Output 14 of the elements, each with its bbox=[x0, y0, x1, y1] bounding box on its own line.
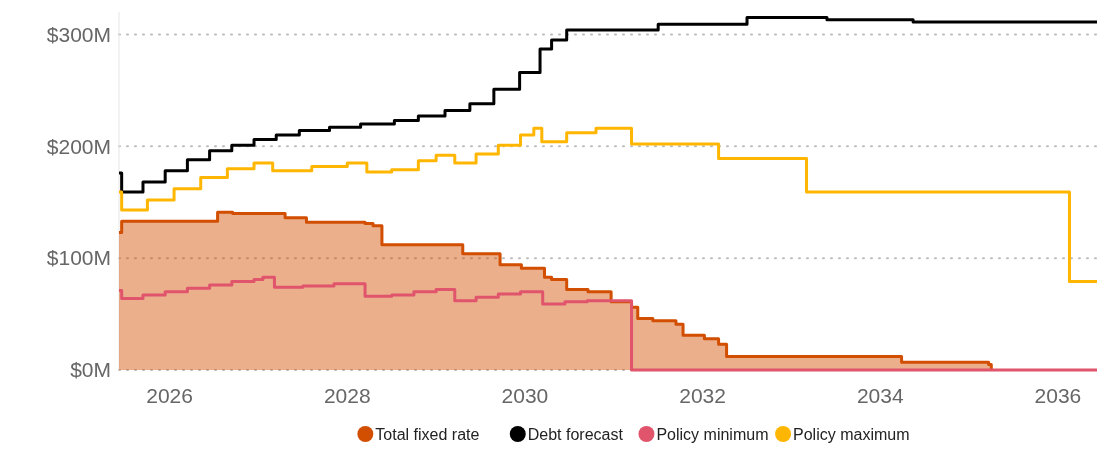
x-tick-label: 2032 bbox=[679, 384, 726, 407]
x-tick-label: 2026 bbox=[146, 384, 193, 407]
legend-label: Policy maximum bbox=[793, 426, 910, 443]
x-tick-label: 2030 bbox=[501, 384, 549, 407]
legend-label: Total fixed rate bbox=[375, 426, 480, 443]
legend-label: Policy minimum bbox=[656, 426, 769, 443]
x-tick-label: 2028 bbox=[323, 384, 371, 407]
y-tick-label: $300M bbox=[46, 22, 111, 46]
y-tick-label: $100M bbox=[46, 246, 111, 270]
x-tick-label: 2036 bbox=[1034, 384, 1082, 407]
legend-label: Debt forecast bbox=[527, 426, 624, 443]
y-tick-label: $0M bbox=[70, 358, 111, 382]
y-tick-label: $200M bbox=[46, 134, 111, 158]
x-tick-label: 2034 bbox=[856, 384, 904, 407]
